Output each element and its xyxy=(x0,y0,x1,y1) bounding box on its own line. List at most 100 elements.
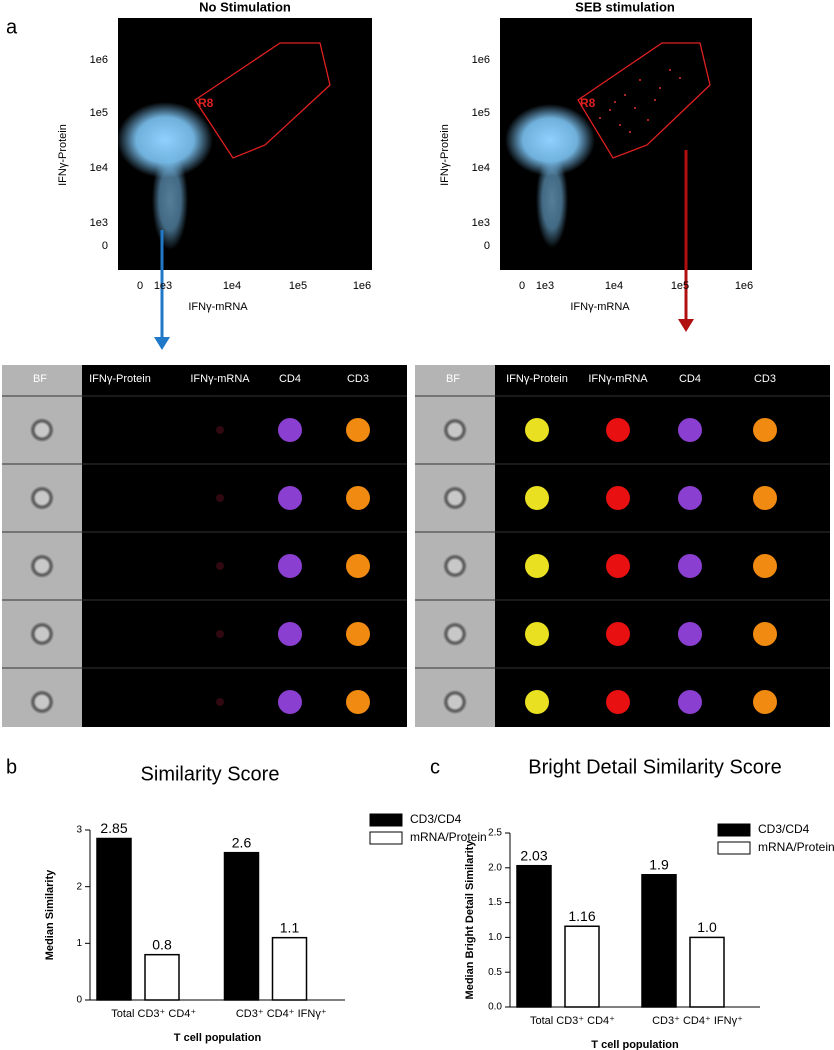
bf-cell xyxy=(443,622,467,646)
legend-label: CD3/CD4 xyxy=(758,822,810,836)
x-tick-label: 1e5 xyxy=(289,280,307,292)
plot-title: SEB stimulation xyxy=(575,0,675,14)
x-tick-label: CD3⁺ CD4⁺ IFNγ⁺ xyxy=(236,1008,327,1020)
gate-label: R8 xyxy=(580,96,596,110)
column-header: IFNγ-Protein xyxy=(89,373,151,385)
y-tick-label: 1 xyxy=(76,938,82,949)
column-header: CD4 xyxy=(679,373,701,385)
legend-swatch xyxy=(717,841,751,855)
arrow-head xyxy=(154,337,170,350)
y-tick-label: 1e5 xyxy=(472,107,490,119)
x-axis-label: IFNγ-mRNA xyxy=(188,301,248,313)
cell-image xyxy=(753,622,777,646)
cell-image xyxy=(525,554,549,578)
x-tick-label: 0 xyxy=(137,280,143,292)
x-tick-label: 1e6 xyxy=(353,280,371,292)
y-axis-label: IFNγ-Protein xyxy=(439,124,451,186)
cell-image xyxy=(278,690,302,714)
column-header: BF xyxy=(33,373,47,385)
bar xyxy=(564,925,600,1008)
cell-image xyxy=(216,494,224,502)
legend-swatch xyxy=(717,823,751,837)
y-tick-label: 1e3 xyxy=(472,217,490,229)
cell-image xyxy=(346,622,370,646)
panel-label: c xyxy=(430,756,440,778)
y-tick-label: 1e4 xyxy=(90,162,108,174)
y-tick-label: 1e6 xyxy=(90,54,108,66)
x-tick-label: 1e6 xyxy=(735,280,753,292)
value-label: 1.1 xyxy=(280,919,300,935)
value-label: 1.0 xyxy=(697,919,717,935)
cell-image xyxy=(216,630,224,638)
cell-image xyxy=(346,554,370,578)
gate xyxy=(194,42,331,159)
x-tick-label: 0 xyxy=(519,280,525,292)
x-axis-label: T cell population xyxy=(174,1032,262,1044)
bar xyxy=(96,837,132,1001)
x-axis-label: T cell population xyxy=(591,1039,679,1050)
y-tick-label: 0 xyxy=(76,995,82,1006)
cell-image xyxy=(753,486,777,510)
bf-cell xyxy=(443,418,467,442)
cell-image xyxy=(525,418,549,442)
bf-cell xyxy=(30,554,54,578)
cell-image xyxy=(216,426,224,434)
y-tick-label: 1e3 xyxy=(90,217,108,229)
column-header: IFNγ-Protein xyxy=(506,373,568,385)
bar xyxy=(641,874,677,1008)
x-tick-label: 1e3 xyxy=(536,280,554,292)
y-axis-label: Median Bright Detail Similarity xyxy=(464,840,476,1000)
value-label: 1.16 xyxy=(568,908,595,924)
cell-cloud xyxy=(152,150,188,250)
y-tick-label: 1e6 xyxy=(472,54,490,66)
bf-cell xyxy=(30,690,54,714)
y-tick-label: 2.0 xyxy=(488,862,502,873)
cell-cloud xyxy=(505,104,595,176)
cell-image xyxy=(753,690,777,714)
cell-image xyxy=(278,486,302,510)
cell-image xyxy=(278,622,302,646)
cell-image xyxy=(606,622,630,646)
column-header: IFNγ-mRNA xyxy=(190,373,250,385)
column-header: CD3 xyxy=(347,373,369,385)
y-tick-label: 2.5 xyxy=(488,828,502,839)
gate-events xyxy=(599,69,681,133)
cell-image xyxy=(678,486,702,510)
image-gallery: BF IFNγ-Protein IFNγ-mRNA CD4 CD3 BF IFNγ-Prot… xyxy=(2,365,830,727)
bar xyxy=(223,851,260,1001)
gate xyxy=(577,42,711,159)
cell-cloud xyxy=(536,152,568,248)
y-axis-label: Median Similarity xyxy=(44,869,56,960)
x-tick-label: Total CD3⁺ CD4⁺ xyxy=(530,1015,615,1027)
column-header: CD4 xyxy=(279,373,301,385)
chart-title: Similarity Score xyxy=(141,763,280,785)
y-tick-label: 0 xyxy=(102,240,108,252)
cell-image xyxy=(278,418,302,442)
cell-image xyxy=(346,486,370,510)
cell-cloud xyxy=(117,102,213,178)
y-tick-label: 1.0 xyxy=(488,932,502,943)
bar xyxy=(516,864,552,1008)
bar xyxy=(271,936,308,1001)
cell-image xyxy=(525,690,549,714)
y-tick-label: 3 xyxy=(76,825,82,836)
legend-label: CD3/CD4 xyxy=(410,812,462,826)
cell-image xyxy=(606,486,630,510)
cell-image xyxy=(606,418,630,442)
legend-label: mRNA/Protein xyxy=(758,840,834,854)
bar xyxy=(144,953,180,1001)
cell-image xyxy=(678,690,702,714)
x-tick-label: CD3⁺ CD4⁺ IFNγ⁺ xyxy=(652,1015,743,1027)
y-tick-label: 0.5 xyxy=(488,967,502,978)
cell-image xyxy=(753,418,777,442)
x-axis-label: IFNγ-mRNA xyxy=(570,301,630,313)
column-header: BF xyxy=(446,373,460,385)
cell-image xyxy=(278,554,302,578)
column-header: IFNγ-mRNA xyxy=(588,373,648,385)
plot-title: No Stimulation xyxy=(199,0,291,14)
bf-cell xyxy=(443,486,467,510)
chart-title: Bright Detail Similarity Score xyxy=(528,756,781,778)
cell-image xyxy=(678,554,702,578)
cell-image xyxy=(525,486,549,510)
